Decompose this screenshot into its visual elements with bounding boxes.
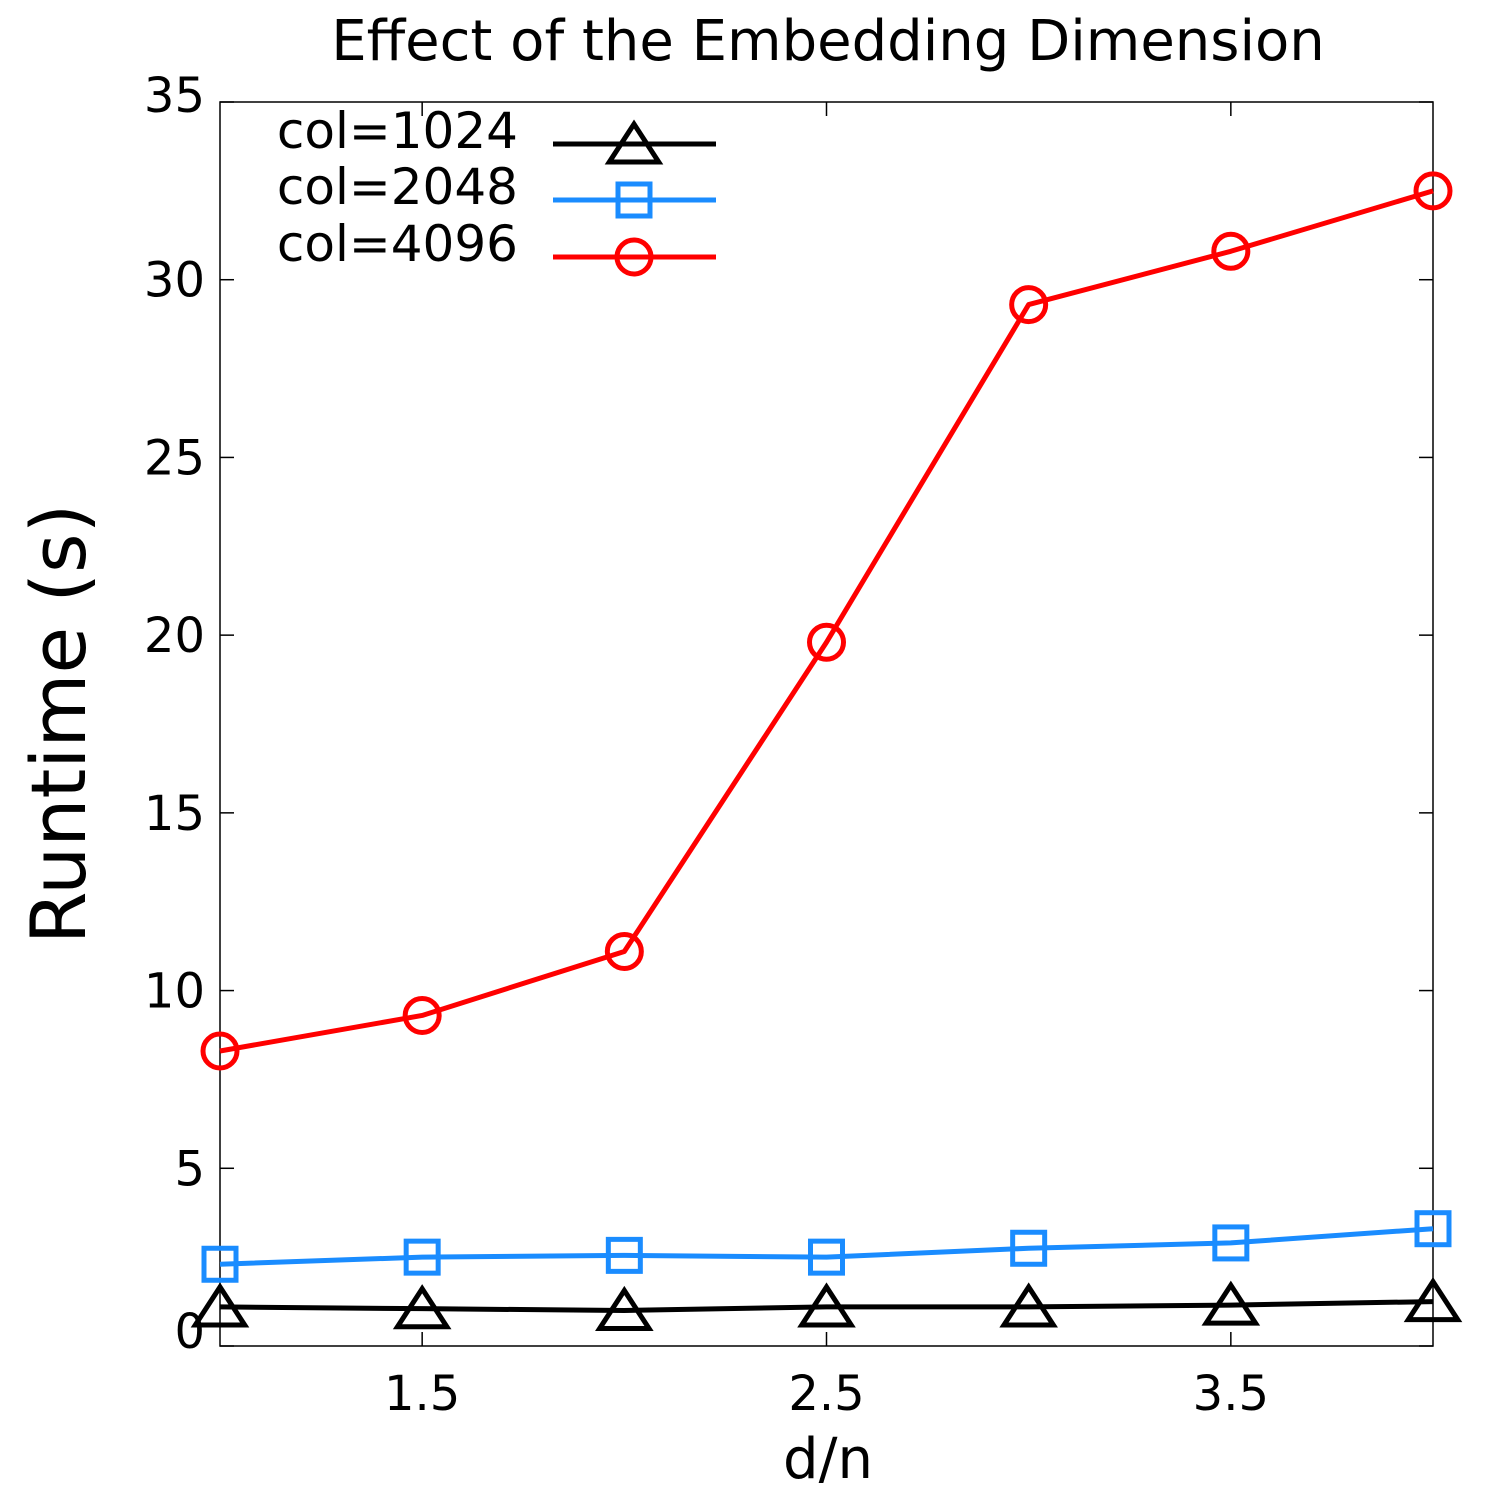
y-tick-label: 0	[174, 1304, 205, 1360]
y-axis-label: Runtime (s)	[14, 504, 103, 945]
data-point-triangle	[1201, 1280, 1261, 1326]
y-tick-label: 5	[174, 1141, 205, 1197]
data-point-circle	[604, 931, 644, 971]
data-point-triangle	[1403, 1277, 1463, 1323]
data-point-square	[808, 1238, 845, 1276]
data-point-triangle	[797, 1282, 856, 1328]
data-point-circle	[200, 1031, 240, 1071]
data-point-square	[201, 1245, 239, 1283]
data-point-triangle	[999, 1282, 1058, 1328]
y-axis-ticks: 0 5 10 15 20 25 30 35	[144, 68, 1433, 1360]
data-point-circle	[807, 622, 846, 662]
data-point-circle	[1413, 171, 1453, 211]
data-point-square	[605, 1236, 643, 1274]
legend-label: col=2048	[277, 158, 518, 216]
series-triangle	[190, 1277, 1463, 1332]
series-layer	[190, 171, 1463, 1332]
data-point-square	[1010, 1229, 1048, 1267]
data-point-circle	[1009, 285, 1049, 325]
y-tick-label: 30	[144, 253, 205, 309]
x-tick-label: 3.5	[1193, 1366, 1269, 1422]
x-tick-label: 1.5	[384, 1366, 460, 1422]
data-point-square	[1212, 1224, 1250, 1262]
series-line	[219, 188, 1434, 1054]
series-square	[201, 1210, 1452, 1283]
legend-marker-square	[615, 181, 653, 219]
plot-frame	[219, 101, 1434, 1347]
series-circle	[200, 171, 1453, 1071]
x-axis-label: d/n	[783, 1427, 873, 1492]
data-point-circle	[402, 995, 442, 1035]
legend-label: col=1024	[277, 102, 518, 160]
legend-marker-triangle	[604, 119, 664, 165]
x-tick-label: 2.5	[788, 1366, 864, 1422]
legend-label: col=4096	[277, 215, 518, 273]
chart-title: Effect of the Embedding Dimension	[331, 9, 1325, 74]
y-tick-label: 25	[144, 430, 205, 486]
y-tick-label: 20	[144, 608, 205, 664]
data-point-triangle	[595, 1285, 654, 1332]
data-point-circle	[1211, 231, 1251, 271]
data-point-triangle	[190, 1282, 250, 1328]
data-point-square	[1414, 1210, 1452, 1248]
y-tick-label: 10	[144, 964, 205, 1020]
x-axis-ticks: 1.5 2.5 3.5	[384, 102, 1269, 1422]
legend-marker-circle	[614, 237, 654, 277]
data-point-triangle	[392, 1284, 452, 1330]
y-tick-label: 35	[144, 68, 205, 124]
series-line	[219, 1299, 1434, 1313]
y-tick-label: 15	[144, 786, 205, 842]
data-point-square	[403, 1238, 441, 1276]
series-line	[219, 1226, 1434, 1267]
